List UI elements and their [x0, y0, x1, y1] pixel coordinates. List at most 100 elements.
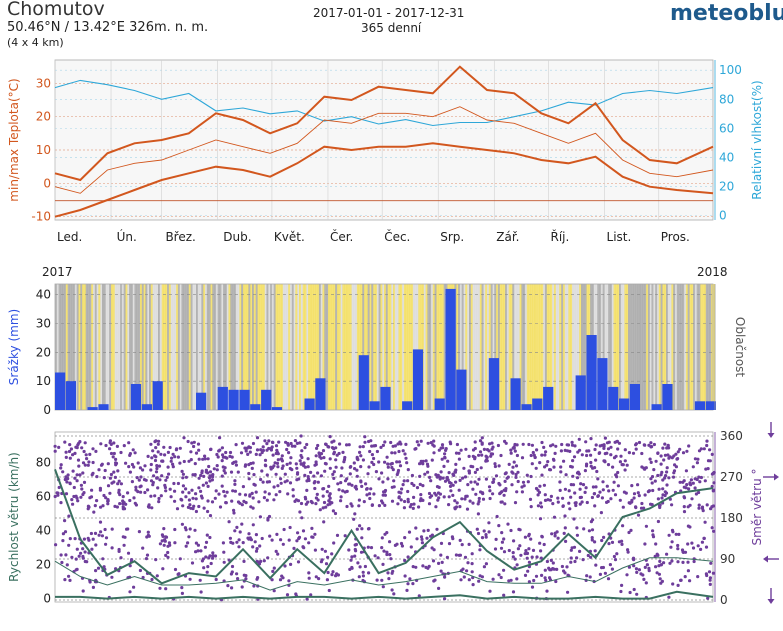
wind-direction-point: [67, 574, 71, 578]
wind-direction-point: [563, 514, 567, 518]
wind-direction-point: [361, 574, 365, 578]
cloud-stripe: [535, 284, 538, 410]
precip-bar: [532, 398, 543, 410]
wind-direction-point: [181, 490, 185, 494]
cloud-stripe: [405, 284, 408, 410]
wind-direction-point: [601, 488, 605, 492]
wind-direction-point: [607, 440, 611, 444]
cloud-stripe: [456, 284, 459, 410]
wind-direction-point: [465, 494, 469, 498]
wind-direction-point: [571, 474, 575, 478]
wind-direction-point: [211, 473, 215, 477]
cloud-stripe: [161, 284, 164, 410]
wind-direction-point: [211, 551, 215, 555]
wind-direction-point: [275, 532, 279, 537]
cloud-stripe: [581, 284, 584, 410]
wind-direction-point: [390, 588, 394, 592]
wind-direction-point: [206, 509, 210, 514]
wind-direction-point: [582, 527, 586, 531]
wind-direction-point: [515, 563, 519, 567]
wind-direction-point: [561, 496, 565, 500]
wind-direction-point: [194, 541, 198, 545]
month-label: Zář.: [496, 230, 519, 244]
wind-direction-point: [659, 462, 663, 466]
wind-direction-point: [289, 456, 293, 460]
wind-direction-point: [542, 445, 546, 449]
wind-direction-point: [287, 579, 291, 583]
wind-direction-point: [326, 555, 330, 559]
cloud-stripe: [664, 284, 667, 410]
wind-direction-point: [248, 536, 252, 540]
cloud-stripe: [393, 284, 396, 410]
wind-direction-point: [274, 493, 278, 497]
wind-direction-point: [480, 575, 484, 579]
cloud-stripe: [96, 284, 99, 410]
wind-direction-point: [636, 483, 640, 487]
cloud-stripe: [604, 284, 607, 410]
precip-bar: [575, 375, 586, 410]
wind-direction-point: [144, 557, 149, 561]
wind-direction-point: [272, 566, 276, 570]
cloud-stripe: [438, 284, 441, 410]
wind-direction-point: [250, 466, 254, 470]
cloud-stripe: [389, 284, 392, 410]
wind-direction-point: [363, 435, 367, 439]
wind-direction-point: [656, 451, 660, 455]
wind-direction-point: [244, 577, 248, 581]
wind-direction-point: [299, 462, 303, 466]
wind-direction-point: [686, 569, 691, 573]
wind-direction-point: [631, 451, 636, 455]
wind-direction-point: [307, 571, 311, 575]
month-label: Čec.: [384, 229, 410, 244]
wind-direction-point: [690, 497, 694, 501]
wind-direction-point: [614, 473, 618, 477]
wind-direction-point: [617, 441, 622, 445]
wind-direction-point: [497, 464, 501, 468]
cloud-stripe: [371, 284, 374, 410]
wind-direction-point: [334, 458, 338, 462]
wind-direction-point: [357, 504, 361, 508]
wind-direction-point: [204, 540, 209, 545]
wind-direction-point: [71, 502, 75, 506]
wind-direction-point: [203, 454, 207, 458]
cloud-stripe: [187, 284, 190, 410]
wind-direction-point: [680, 548, 685, 552]
wind-direction-point: [312, 481, 316, 485]
wind-direction-point: [526, 480, 530, 484]
wind-direction-point: [340, 466, 344, 470]
wind-direction-point: [437, 586, 441, 591]
wind-direction-point: [566, 443, 571, 447]
wind-direction-point: [563, 487, 568, 491]
wind-direction-point: [499, 546, 504, 550]
cloud-stripe: [98, 284, 101, 410]
cloud-stripe: [499, 284, 502, 410]
cloud-stripe: [387, 284, 390, 410]
wind-direction-point: [634, 506, 638, 510]
wind-direction-point: [570, 465, 574, 469]
month-label: Dub.: [223, 230, 251, 244]
wind-direction-point: [75, 547, 79, 551]
wind-direction-point: [543, 568, 547, 572]
wind-direction-point: [226, 584, 230, 588]
wind-direction-point: [491, 492, 495, 496]
wind-direction-point: [116, 469, 120, 473]
wind-direction-point: [657, 487, 661, 491]
wind-direction-point: [75, 473, 79, 477]
precip-bar: [369, 401, 380, 410]
wind-direction-point: [554, 579, 558, 584]
wind-direction-point: [311, 535, 315, 539]
wind-direction-point: [449, 481, 453, 485]
wind-direction-point: [691, 546, 696, 550]
precip-bar: [543, 386, 554, 410]
wind-direction-point: [666, 453, 670, 457]
wind-direction-point: [201, 483, 205, 487]
wind-direction-point: [391, 569, 395, 573]
wind-direction-point: [402, 506, 406, 510]
wind-direction-point: [259, 448, 263, 452]
wind-direction-point: [634, 447, 638, 451]
wind-direction-point: [59, 501, 63, 505]
cloud-stripe: [369, 284, 372, 410]
wind-direction-point: [528, 497, 533, 501]
wind-direction-point: [404, 456, 408, 460]
wind-direction-point: [477, 453, 481, 457]
